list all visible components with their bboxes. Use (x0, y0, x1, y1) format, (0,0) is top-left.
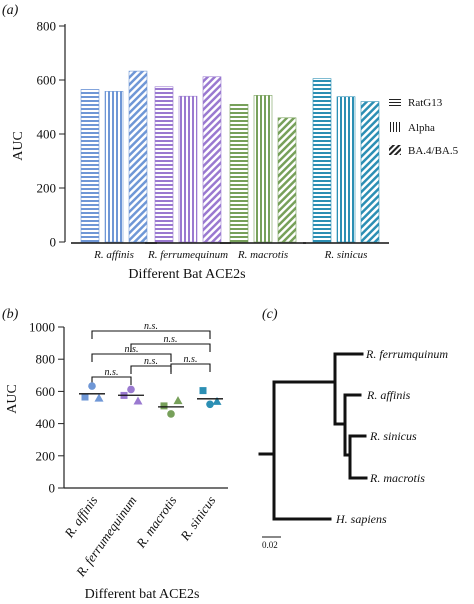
bracket-label: n.s. (164, 334, 178, 345)
point-r-macrotis-3 (167, 410, 175, 418)
panel-a-bar-chart: 0 200 400 600 800 R. affinis R. ferrumequinum… (11, 19, 459, 283)
panel-a-bars (80, 70, 380, 243)
panel-a-legend: RatG13 Alpha BA.4/BA.5 (389, 97, 459, 157)
tree-branches (258, 352, 368, 521)
panel-c-phylogenetic-tree: R. ferrumquinum R. affinis R. sinicus R.… (258, 347, 448, 550)
point-r-ferrumequinum-2 (133, 396, 143, 405)
bar-r-affinis-alpha (104, 91, 124, 243)
panel-a-group-labels: R. affinis R. ferrumequinum R. macrotis R. … (71, 242, 389, 261)
bracket-r-affinis-vs-r-macrotis (91, 353, 172, 362)
bracket-label: n.s. (105, 367, 119, 378)
bar-r-macrotis-alpha (253, 95, 273, 243)
point-r-sinicus-3 (206, 400, 214, 409)
tree-leaf-r-ferrumquinum: R. ferrumquinum (365, 347, 448, 361)
bracket-label: n.s. (144, 321, 158, 332)
bar-r-sinicus-ba-4-ba-5 (360, 101, 380, 243)
panel-b-x-tick-label-r-macrotis: R. macrotis (132, 493, 179, 551)
tree-scale-label: 0.02 (262, 540, 278, 550)
panel-b-y-tick-label: 1000 (29, 320, 55, 335)
panel-a-y-tick-label: 400 (37, 127, 57, 142)
panel-b-axes: 0 200 400 600 800 1000 (29, 320, 228, 496)
bracket-label: n.s. (144, 356, 158, 367)
tree-leaf-h-sapiens: H. sapiens (335, 512, 387, 526)
bracket-r-ferrumequinum-vs-r-sinicus (130, 343, 211, 352)
tree-leaf-r-sinicus: R. sinicus (369, 429, 417, 443)
panel-a-group-label-r-sinicus: R. sinicus (324, 249, 368, 261)
panel-b-x-axis-title: Different bat ACE2s (85, 587, 200, 602)
panel-b-y-tick-label: 600 (36, 384, 56, 399)
panel-b-y-tick-label: 800 (36, 352, 56, 367)
bar-r-sinicus-ratg13 (312, 78, 332, 243)
panel-b-y-tick-label: 0 (49, 481, 56, 496)
tree-leaf-r-macrotis: R. macrotis (369, 471, 425, 485)
panel-b-x-tick-label-r-sinicus: R. sinicus (177, 493, 219, 544)
panel-b-x-tick-label-r-affinis: R. affinis (61, 493, 101, 541)
bar-r-sinicus-alpha (336, 96, 356, 243)
bar-r-affinis-ratg13 (80, 89, 100, 243)
panel-b-y-axis-title: AUC (5, 384, 20, 414)
bracket-r-affinis-vs-r-sinicus (91, 330, 211, 339)
bar-r-ferrumequinum-ratg13 (154, 86, 174, 243)
point-r-affinis-3 (88, 382, 96, 390)
panel-b-y-tick-label: 200 (36, 448, 56, 463)
legend-swatch-alpha (389, 122, 401, 132)
panel-a-axes: 0 200 400 600 800 (37, 19, 66, 250)
bar-r-ferrumequinum-alpha (178, 95, 198, 243)
point-r-ferrumequinum-3 (127, 385, 135, 394)
tree-leaf-r-affinis: R. affinis (366, 388, 411, 402)
bar-r-ferrumequinum-ba-4-ba-5 (202, 76, 222, 243)
panel-a-y-tick-label: 600 (37, 73, 57, 88)
bracket-r-affinis-vs-r-ferrumequinum (91, 376, 132, 385)
panel-a-group-label-r-ferrumequinum: R. ferrumequinum (147, 249, 228, 261)
panel-a-group-label-r-macrotis: R. macrotis (237, 249, 288, 261)
legend-label-alpha: Alpha (408, 122, 435, 134)
panel-a-letter: (a) (2, 3, 19, 18)
panel-b-points (79, 382, 223, 418)
bracket-r-ferrumequinum-vs-r-macrotis (130, 365, 172, 374)
legend-swatch-ratg13 (389, 97, 401, 107)
panel-b-letter: (b) (2, 307, 19, 322)
panel-a-y-tick-label: 800 (37, 19, 57, 34)
bracket-label: n.s. (184, 354, 198, 365)
panel-a-y-axis-title: AUC (11, 131, 26, 161)
legend-swatch-ba-4-ba-5 (389, 145, 401, 155)
panel-a-x-axis-title: Different Bat ACE2s (128, 267, 245, 282)
point-r-macrotis-2 (173, 396, 183, 405)
panel-b-y-tick-label: 400 (36, 416, 56, 431)
legend-label-ba-4-ba-5: BA.4/BA.5 (408, 145, 459, 157)
point-r-affinis-1 (81, 393, 89, 401)
point-r-sinicus-2 (212, 396, 222, 405)
bar-r-affinis-ba-4-ba-5 (128, 70, 148, 243)
bracket-r-macrotis-vs-r-sinicus (170, 363, 211, 372)
point-r-sinicus-1 (199, 387, 207, 395)
legend-label-ratg13: RatG13 (408, 97, 443, 109)
bar-r-macrotis-ba-4-ba-5 (277, 117, 297, 243)
point-r-affinis-2 (94, 393, 104, 402)
bracket-label: n.s. (125, 344, 139, 355)
bar-r-macrotis-ratg13 (229, 104, 249, 243)
panel-a-group-label-r-affinis: R. affinis (93, 249, 134, 261)
point-r-macrotis-1 (160, 402, 168, 410)
panel-c-letter: (c) (262, 307, 278, 322)
panel-a-y-tick-label: 0 (50, 235, 57, 250)
panel-a-y-tick-label: 200 (37, 181, 57, 196)
panel-b-significance-brackets: n.s. n.s. n.s. n.s. n.s. n.s. (91, 321, 211, 385)
